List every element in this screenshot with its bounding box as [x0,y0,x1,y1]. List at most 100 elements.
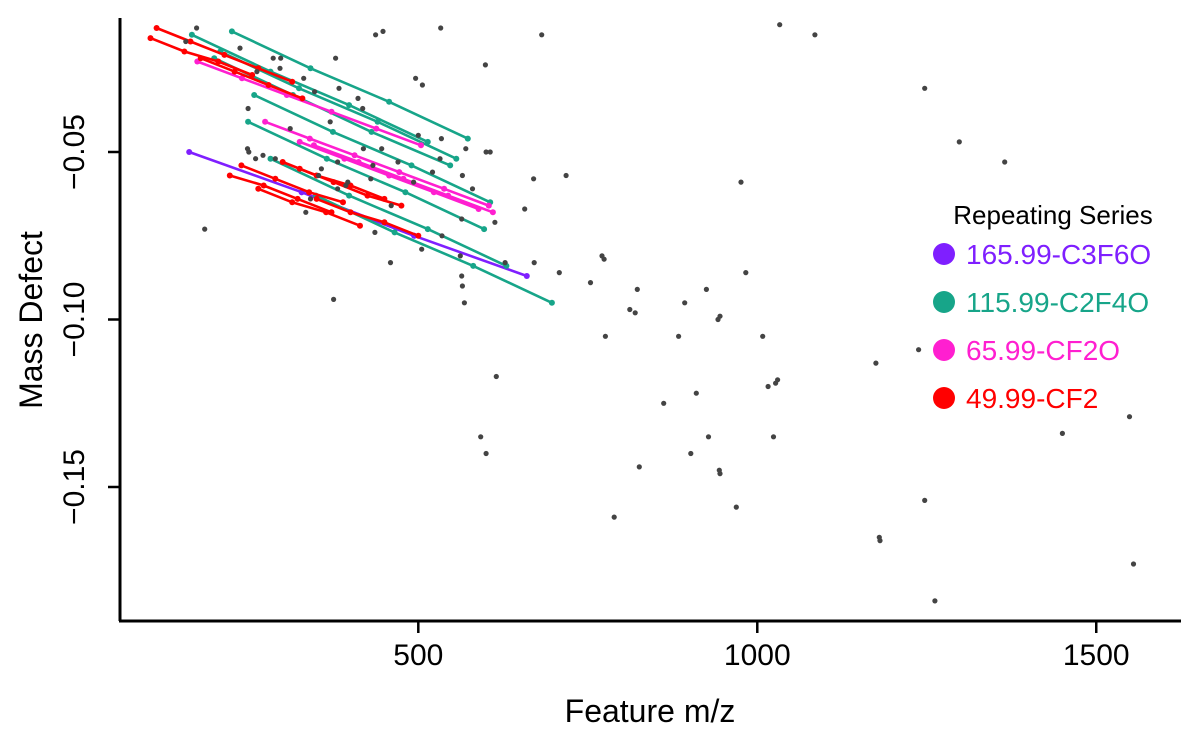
data-point [429,169,436,175]
series-point-49-99-cf2 [299,95,306,102]
data-point [916,347,922,353]
series-point-49-99-cf2 [330,179,337,186]
data-point [765,383,771,390]
series-point-49-99-cf2 [306,189,313,196]
data-point [287,126,293,132]
data-point [307,196,314,202]
data-point [459,172,465,179]
series-point-65-99-cf2o [396,169,403,176]
series-point-115-99-c2f4o [188,31,195,38]
series-point-49-99-cf2 [323,209,330,216]
series-line-65-99-cf2o [196,60,422,147]
series-point-49-99-cf2 [187,38,194,45]
series-point-115-99-c2f4o [447,162,454,169]
series-point-65-99-cf2o [485,202,492,209]
series-point-65-99-cf2o [355,159,362,165]
series-point-65-99-cf2o [328,108,335,115]
series-point-49-99-cf2 [255,185,262,192]
series-point-49-99-cf2 [357,222,363,229]
data-point [556,270,562,276]
data-point [461,300,467,306]
series-point-49-99-cf2 [231,68,238,75]
data-point [318,166,324,172]
data-point [522,206,528,212]
series-point-115-99-c2f4o [228,28,235,35]
series-point-115-99-c2f4o [323,155,330,162]
data-point [1130,561,1137,567]
series-point-115-99-c2f4o [251,92,258,98]
data-point [316,172,322,179]
data-point [379,146,385,152]
series-point-115-99-c2f4o [470,262,477,269]
series-point-115-99-c2f4o [296,85,302,92]
data-point [463,146,469,152]
data-point [331,296,337,302]
series-point-49-99-cf2 [279,159,286,165]
data-point [587,280,594,286]
data-point [419,246,425,252]
data-point [335,186,341,192]
series-point-49-99-cf2 [340,199,346,206]
series-line-49-99-cf2 [316,197,419,238]
data-point [688,450,694,457]
data-point [373,32,379,38]
data-point [693,390,699,396]
series-point-49-99-cf2 [381,219,388,226]
data-point [336,85,342,91]
data-point [632,310,638,316]
data-point [260,152,266,158]
data-point [1002,159,1008,165]
data-point [1126,414,1133,420]
y-tick-label: −0.10 [58,282,91,358]
data-point [245,105,251,112]
data-point [459,273,465,279]
x-tick-label: 1000 [724,639,791,672]
series-line-115-99-c2f4o [191,33,429,144]
data-point [705,434,712,440]
data-point [483,450,489,457]
legend-marker [933,243,955,265]
series-point-115-99-c2f4o [453,155,460,162]
series-point-49-99-cf2 [289,78,296,85]
legend-marker [933,387,955,409]
data-point [956,139,962,145]
data-point [303,209,309,215]
data-point [438,25,444,31]
data-point [438,136,444,142]
axes-layer [118,18,1181,623]
data-point [411,179,417,185]
series-point-165-99-c3f6o [523,273,530,279]
legend-marker [933,291,955,313]
series-point-49-99-cf2 [364,192,371,199]
data-point [437,156,443,162]
series-line-49-99-cf2 [200,56,303,100]
series-point-65-99-cf2o [445,192,452,199]
series-point-49-99-cf2 [398,202,405,209]
data-point [676,333,682,339]
data-point [563,172,569,179]
series-point-65-99-cf2o [306,135,313,142]
data-point [388,203,394,209]
legend-label: 165.99-C3F6O [966,239,1151,270]
series-point-115-99-c2f4o [346,102,353,109]
series-point-49-99-cf2 [260,182,267,189]
series-point-115-99-c2f4o [346,192,353,199]
series-point-115-99-c2f4o [481,226,488,233]
data-point [777,22,783,28]
data-point [682,300,688,306]
data-point [602,333,609,339]
data-point [333,55,339,61]
data-point [360,105,366,112]
x-axis-title: Feature m/z [565,693,736,729]
series-point-65-99-cf2o [373,125,380,132]
series-point-65-99-cf2o [351,152,358,159]
series-point-49-99-cf2 [226,172,233,179]
data-point [922,497,928,503]
data-point [355,95,361,101]
legend-marker [933,339,955,361]
data-point [478,434,484,440]
series-line-49-99-cf2 [229,174,332,214]
series-point-115-99-c2f4o [408,162,415,169]
data-point [343,182,349,189]
